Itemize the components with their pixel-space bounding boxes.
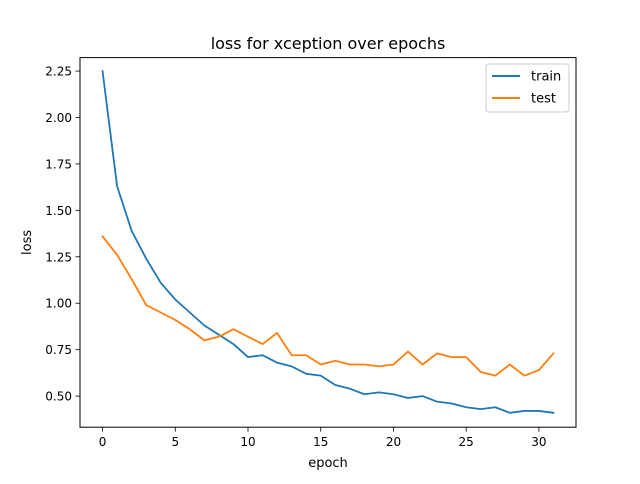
y-tick-label: 1.00 bbox=[45, 297, 72, 311]
plot-area bbox=[101, 70, 555, 414]
x-tick-label: 10 bbox=[240, 435, 255, 449]
legend-label-train: train bbox=[531, 70, 561, 85]
x-tick-label: 20 bbox=[386, 435, 401, 449]
y-axis-ticks: 0.50 0.75 1.00 1.25 1.50 1.75 2.00 2.25 bbox=[45, 65, 80, 404]
legend: train test bbox=[485, 63, 570, 113]
x-tick-label: 5 bbox=[171, 435, 179, 449]
legend-label-test: test bbox=[531, 92, 556, 107]
y-tick-label: 1.25 bbox=[45, 250, 72, 264]
x-tick-label: 0 bbox=[99, 435, 107, 449]
series-line-train bbox=[101, 70, 555, 414]
x-tick-label: 25 bbox=[459, 435, 474, 449]
x-axis-ticks: 0 5 10 15 20 25 30 bbox=[99, 427, 547, 449]
chart-title: loss for xception over epochs bbox=[211, 34, 446, 53]
y-tick-label: 0.75 bbox=[45, 343, 72, 357]
x-tick-label: 15 bbox=[313, 435, 328, 449]
x-tick-label: 30 bbox=[531, 435, 546, 449]
y-tick-label: 0.50 bbox=[45, 390, 72, 404]
x-axis-label: epoch bbox=[308, 456, 348, 471]
axes-frame bbox=[79, 57, 577, 428]
y-tick-label: 1.50 bbox=[45, 204, 72, 218]
y-tick-label: 2.25 bbox=[45, 65, 72, 79]
y-axis-label: loss bbox=[20, 230, 35, 255]
y-tick-label: 1.75 bbox=[45, 157, 72, 171]
y-tick-label: 2.00 bbox=[45, 111, 72, 125]
series-line-test bbox=[101, 235, 555, 377]
